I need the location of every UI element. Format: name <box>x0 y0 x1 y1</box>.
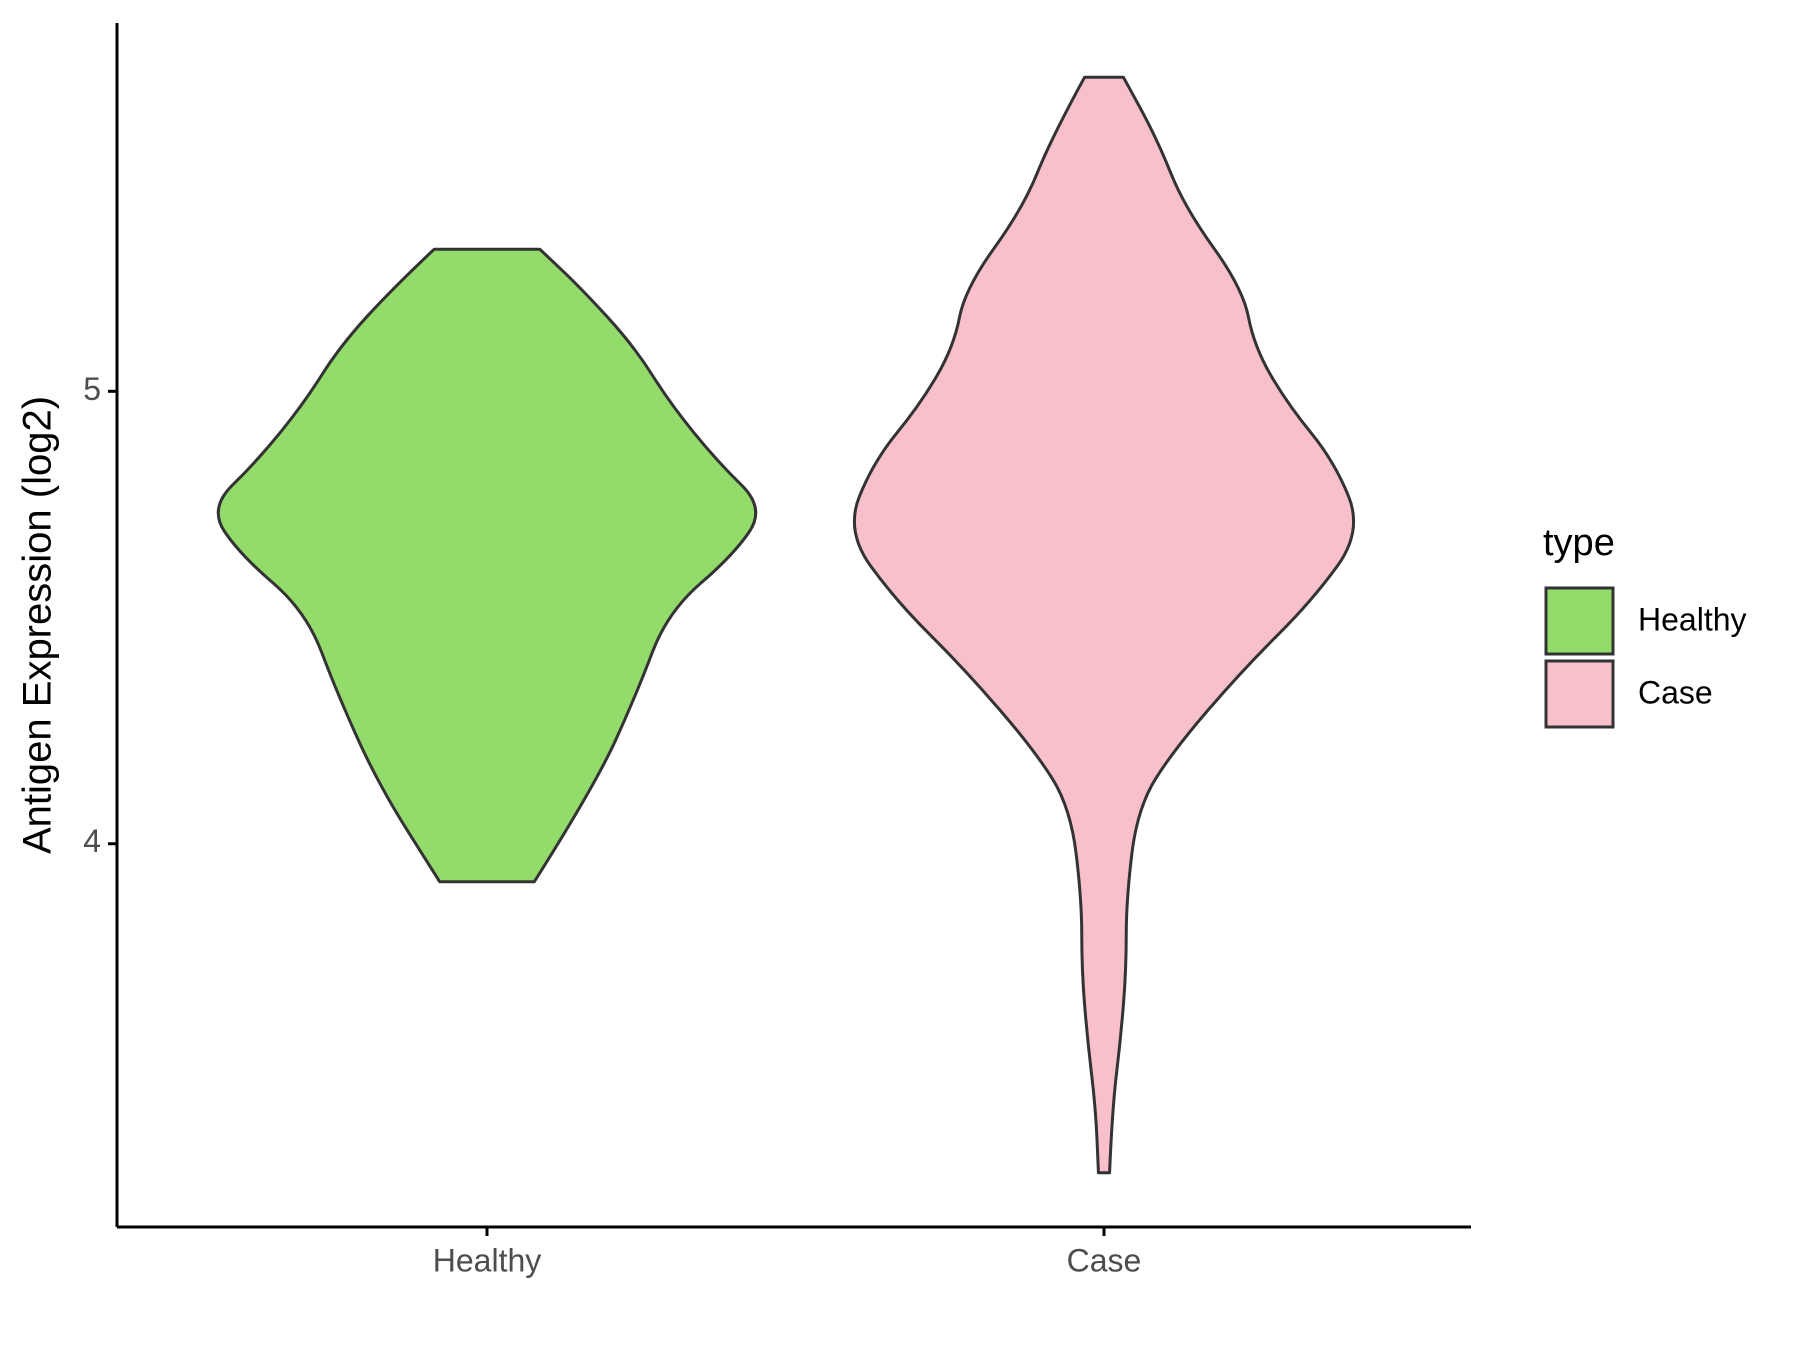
x-tick-label: Healthy <box>433 1242 542 1278</box>
y-axis-title: Antigen Expression (log2) <box>16 396 60 854</box>
legend-label: Healthy <box>1638 601 1747 637</box>
violin <box>216 247 758 884</box>
y-tick-label: 5 <box>83 371 101 407</box>
legend-key <box>1544 659 1615 729</box>
y-tick-label: 4 <box>83 823 101 859</box>
legend-title: type <box>1543 522 1615 564</box>
x-tick-label: Case <box>1067 1242 1142 1278</box>
violin <box>852 75 1356 1175</box>
legend-label: Case <box>1638 674 1713 710</box>
legend-key <box>1544 586 1615 656</box>
